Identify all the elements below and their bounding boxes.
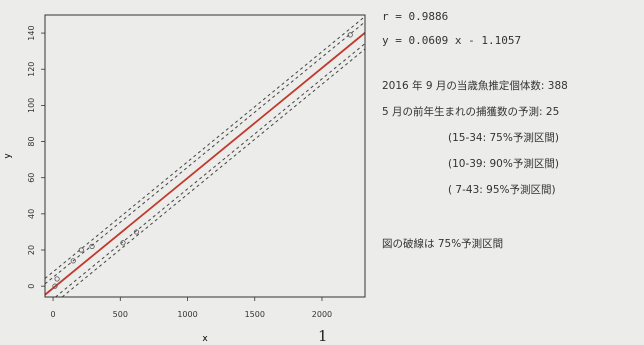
interval-95: ( 7-43: 95%予測区間) (448, 184, 556, 196)
prediction-bands (44, 16, 366, 298)
x-tick-label: 1500 (245, 310, 265, 319)
prediction-band-line (44, 21, 366, 285)
correlation-value: r = 0.9886 (382, 10, 449, 23)
data-point (133, 229, 140, 235)
data-point (347, 32, 353, 38)
x-tick-label: 2000 (312, 310, 332, 319)
x-axis-ticks: 0 500 1000 1500 2000 (51, 297, 332, 319)
data-point (70, 258, 76, 264)
data-point (78, 247, 84, 253)
regression-equation: y = 0.0609 x - 1.1057 (382, 34, 522, 47)
prediction-band-line (61, 48, 366, 298)
y-axis-ticks: 0 20 40 60 80 100 120 140 (27, 25, 45, 289)
prediction-band-line (55, 43, 366, 298)
interval-75: (15-34: 75%予測区間) (448, 132, 559, 144)
y-tick-label: 80 (27, 136, 36, 146)
interval-90: (10-39: 90%予測区間) (448, 158, 559, 170)
data-points (52, 32, 353, 289)
estimated-count-note: 2016 年 9 月の当歳魚推定個体数: 388 (382, 80, 568, 92)
y-tick-label: 60 (27, 173, 36, 183)
x-axis-label: x (202, 334, 208, 344)
data-point (52, 283, 58, 289)
x-tick-label: 500 (113, 310, 128, 319)
data-point (54, 276, 60, 282)
predicted-catch-note: 5 月の前年生まれの捕獲数の予測: 25 (382, 106, 560, 118)
y-tick-label: 100 (27, 98, 36, 113)
x-tick-label: 0 (51, 310, 56, 319)
y-tick-label: 40 (27, 209, 36, 219)
regression-fit-line (44, 32, 366, 296)
y-tick-label: 0 (27, 284, 36, 289)
scatter-chart: 0 500 1000 1500 2000 0 20 40 60 80 100 120 140 x y (3, 14, 366, 344)
plot-frame (44, 14, 366, 298)
y-tick-label: 140 (27, 25, 36, 40)
x-tick-label: 1000 (177, 310, 197, 319)
y-tick-label: 120 (27, 62, 36, 77)
dashed-line-note: 図の破線は 75%予測区間 (382, 238, 504, 250)
regression-line (44, 32, 366, 296)
prediction-band-line (44, 16, 366, 279)
data-point (89, 243, 95, 249)
page-number: 1 (318, 327, 328, 345)
y-tick-label: 20 (27, 245, 36, 255)
y-axis-label: y (3, 153, 13, 159)
data-point (120, 240, 126, 246)
